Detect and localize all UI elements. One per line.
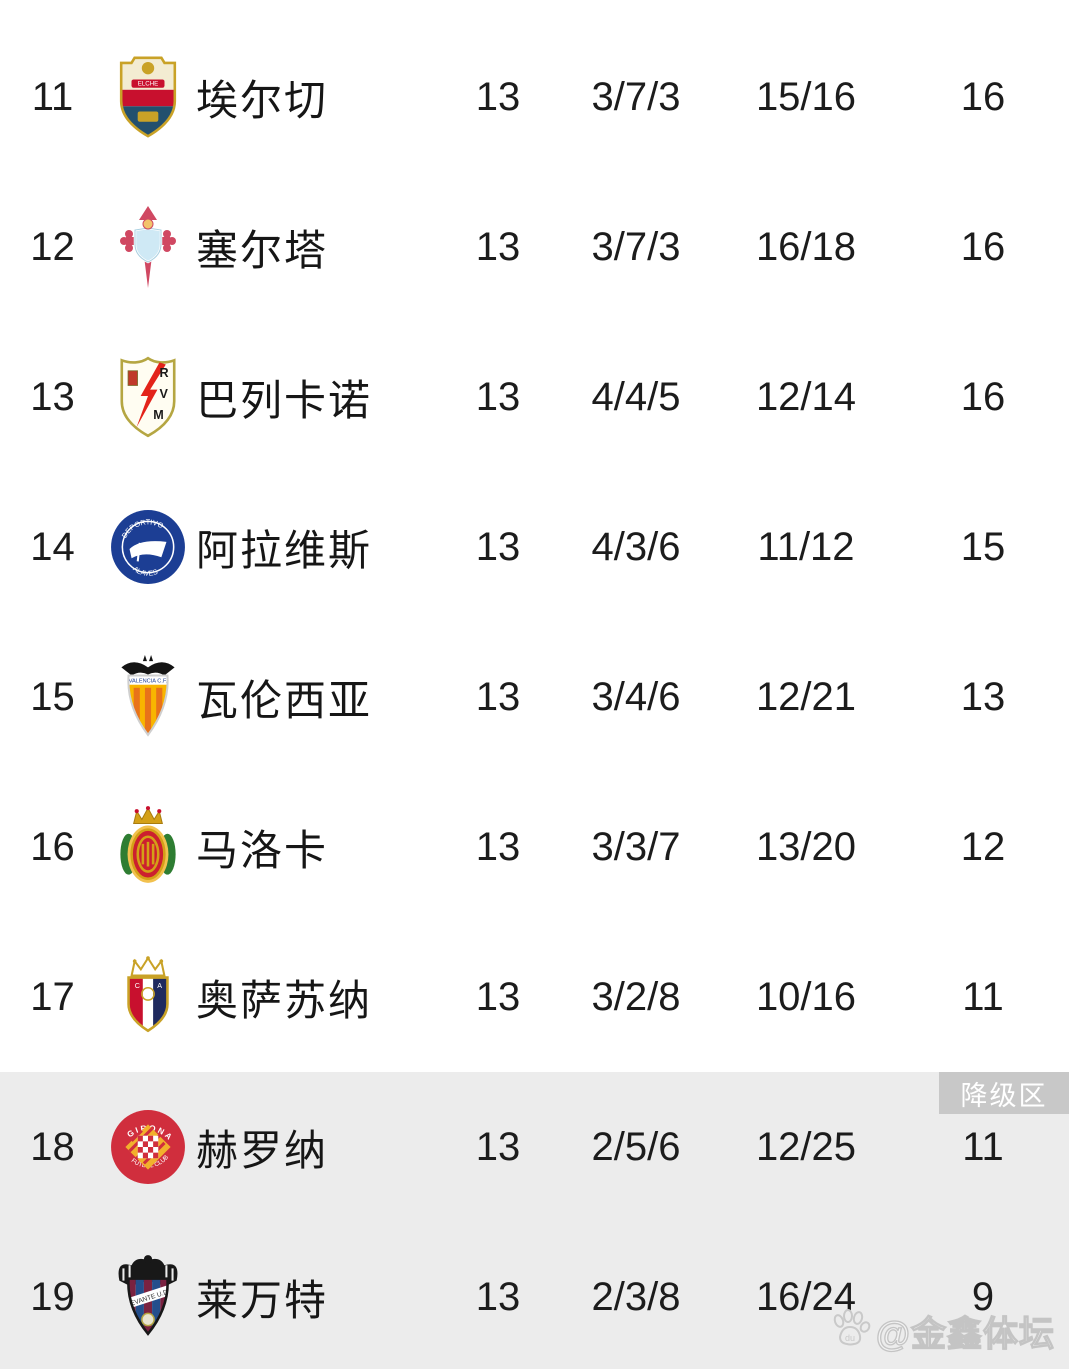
goals-for-against: 16/24 <box>755 1274 857 1319</box>
points: 16 <box>960 374 1006 419</box>
rank: 15 <box>30 674 75 719</box>
team-name: 阿拉维斯 <box>196 526 373 574</box>
team-name: 埃尔切 <box>196 76 329 124</box>
team-name: 瓦伦西亚 <box>196 676 373 724</box>
win-draw-loss: 4/3/6 <box>591 524 681 569</box>
table-row: 15 VALENCIA C.F. 瓦伦 <box>0 622 1069 772</box>
celta-crest-icon <box>105 204 190 290</box>
matches-played: 13 <box>475 824 521 869</box>
win-draw-loss: 4/4/5 <box>591 374 681 419</box>
table-row: 18 GIRONA FUTBOL CLUB <box>0 1072 1069 1222</box>
goals-for-against: 12/21 <box>755 674 857 719</box>
win-draw-loss: 3/3/7 <box>591 824 681 869</box>
mallorca-crest-icon <box>105 803 190 891</box>
matches-played: 13 <box>475 974 521 1019</box>
table-row: 12 塞尔塔 13 3/7/3 <box>0 172 1069 322</box>
rank: 16 <box>30 824 75 869</box>
points: 16 <box>960 224 1006 269</box>
goals-for-against: 10/16 <box>755 974 857 1019</box>
svg-text:C: C <box>134 982 139 990</box>
team-name: 赫罗纳 <box>196 1126 329 1174</box>
relegation-zone-badge: 降级区 <box>939 1072 1069 1114</box>
standings-table: 11 ELCHE 埃尔切 13 <box>0 22 1069 1072</box>
points: 12 <box>960 824 1006 869</box>
rank: 14 <box>30 524 75 569</box>
alaves-crest-icon: DEPORTIVO ALAVES <box>105 508 190 586</box>
rank: 11 <box>31 74 74 119</box>
goals-for-against: 12/25 <box>755 1124 857 1169</box>
rank: 13 <box>30 374 75 419</box>
matches-played: 13 <box>475 1274 521 1319</box>
svg-text:V: V <box>159 387 168 401</box>
matches-played: 13 <box>475 524 521 569</box>
valencia-crest-icon: VALENCIA C.F. <box>105 653 190 741</box>
girona-crest-icon: GIRONA FUTBOL CLUB <box>105 1108 190 1186</box>
points: 11 <box>962 974 1004 1019</box>
points: 13 <box>960 674 1006 719</box>
points: 9 <box>971 1274 995 1319</box>
rank: 12 <box>30 224 75 269</box>
win-draw-loss: 3/7/3 <box>591 224 681 269</box>
svg-text:R: R <box>159 366 168 380</box>
matches-played: 13 <box>475 1124 521 1169</box>
matches-played: 13 <box>475 74 521 119</box>
table-row: 11 ELCHE 埃尔切 13 <box>0 22 1069 172</box>
points: 15 <box>960 524 1006 569</box>
goals-for-against: 15/16 <box>755 74 857 119</box>
matches-played: 13 <box>475 674 521 719</box>
goals-for-against: 13/20 <box>755 824 857 869</box>
win-draw-loss: 3/4/6 <box>591 674 681 719</box>
team-name: 莱万特 <box>196 1276 329 1324</box>
svg-text:A: A <box>157 982 162 990</box>
goals-for-against: 11/12 <box>757 524 855 569</box>
table-row: 13 R V M 巴列卡诺 13 4/4/5 12/14 16 <box>0 322 1069 472</box>
win-draw-loss: 3/7/3 <box>591 74 681 119</box>
points: 16 <box>960 74 1006 119</box>
svg-text:VALENCIA C.F.: VALENCIA C.F. <box>128 679 167 685</box>
table-row: 16 马洛卡 13 3/3/7 13/20 12 <box>0 772 1069 922</box>
rank: 19 <box>30 1274 75 1319</box>
osasuna-crest-icon: C A <box>105 953 190 1041</box>
points: 11 <box>962 1124 1004 1169</box>
team-name: 奥萨苏纳 <box>196 976 373 1024</box>
win-draw-loss: 2/3/8 <box>591 1274 681 1319</box>
win-draw-loss: 2/5/6 <box>591 1124 681 1169</box>
goals-for-against: 16/18 <box>755 224 857 269</box>
levante-crest-icon: LEVANTE U.D. <box>105 1252 190 1342</box>
win-draw-loss: 3/2/8 <box>591 974 681 1019</box>
table-row: 19 LEVANTE U.D. <box>0 1222 1069 1369</box>
team-name: 马洛卡 <box>196 826 329 874</box>
matches-played: 13 <box>475 374 521 419</box>
svg-text:ELCHE: ELCHE <box>137 81 158 88</box>
table-row: 14 DEPORTIVO ALAVES 阿拉维斯 13 4/3/6 <box>0 472 1069 622</box>
team-name: 塞尔塔 <box>196 226 329 274</box>
elche-crest-icon: ELCHE <box>105 54 190 140</box>
table-row: 17 C A 奥萨苏纳 <box>0 922 1069 1072</box>
rayo-vallecano-crest-icon: R V M <box>105 354 190 440</box>
rank: 18 <box>30 1124 75 1169</box>
team-name: 巴列卡诺 <box>196 376 373 424</box>
svg-text:M: M <box>153 408 163 422</box>
rank: 17 <box>30 974 75 1019</box>
matches-played: 13 <box>475 224 521 269</box>
relegation-zone-section: 降级区 18 GIRONA FUTBOL CLUB <box>0 1072 1069 1369</box>
goals-for-against: 12/14 <box>755 374 857 419</box>
